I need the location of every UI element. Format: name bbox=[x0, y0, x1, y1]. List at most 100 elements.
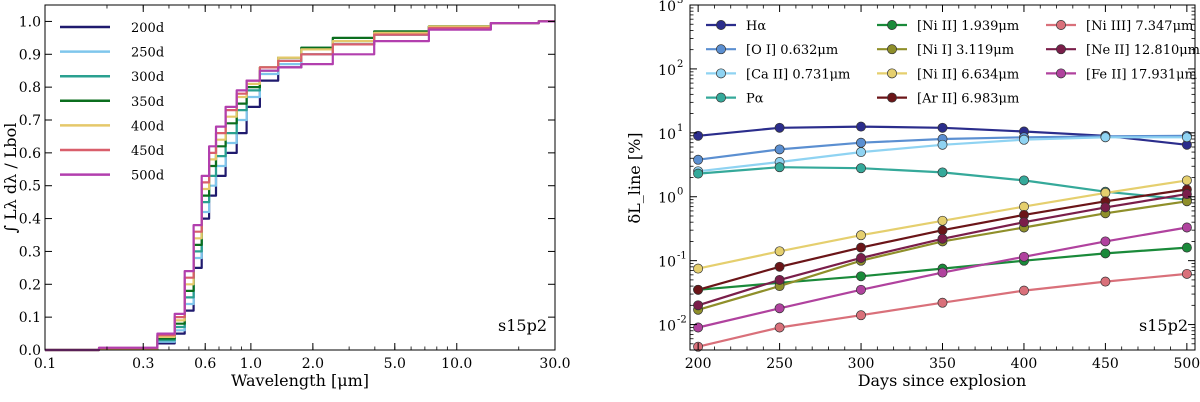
left-y-tick-label: 0.1 bbox=[19, 310, 41, 326]
right-series-point-[Ne II] 12.810μm bbox=[856, 253, 866, 263]
right-series-point-[Ni III] 7.347μm bbox=[774, 322, 785, 333]
right-series-point-[Ne II] 12.810μm bbox=[1181, 189, 1192, 200]
right-series-point-[Ar II] 6.983μm bbox=[937, 225, 948, 236]
right-legend-label: [Ni II] 6.634μm bbox=[917, 67, 1019, 82]
left-series-line-400d bbox=[45, 20, 555, 352]
right-series-point-[Fe II] 17.931μm bbox=[774, 303, 785, 314]
right-series-point-[Ni II] 1.939μm bbox=[856, 271, 866, 282]
right-series-point-Pα bbox=[937, 167, 948, 178]
left-y-axis-label: ∫ Lλ dλ / Lbol bbox=[1, 123, 20, 234]
right-y-tick-exponent: 2 bbox=[677, 59, 683, 70]
left-x-tick-label: 1.0 bbox=[240, 356, 262, 372]
left-y-tick-label: 0.0 bbox=[19, 343, 41, 359]
right-legend-marker bbox=[887, 44, 897, 55]
right-legend-marker bbox=[716, 92, 726, 103]
right-series-point-[Ca II] 0.731μm bbox=[937, 139, 948, 150]
left-legend: 200d 250d 300d 350d 400d 450d 500d bbox=[60, 21, 164, 184]
left-series-line-500d bbox=[45, 20, 555, 352]
right-y-tick-exponent: -2 bbox=[677, 315, 687, 326]
right-series-point-[Ni II] 6.634μm bbox=[937, 215, 948, 226]
left-x-tick-label: 0.1 bbox=[34, 356, 56, 372]
right-y-tick-exponent: -1 bbox=[677, 251, 687, 262]
right-legend-label: Pα bbox=[746, 92, 764, 107]
right-series-point-[Ni II] 6.634μm bbox=[1181, 175, 1192, 186]
left-y-tick-label: 0.9 bbox=[19, 47, 41, 63]
right-legend-marker bbox=[887, 20, 897, 30]
right-series-point-[Ni III] 7.347μm bbox=[937, 297, 948, 308]
right-series-point-Hα bbox=[774, 122, 785, 133]
right-series-point-[Ni III] 7.347μm bbox=[1100, 276, 1111, 287]
left-series-line-450d bbox=[45, 20, 555, 352]
right-legend-label: [Ni II] 1.939μm bbox=[917, 19, 1019, 34]
left-x-axis-label: Wavelength [μm] bbox=[231, 371, 369, 390]
right-series-point-[Ne II] 12.810μm bbox=[1019, 217, 1029, 228]
right-legend-label: [Ne II] 12.810μm bbox=[1086, 43, 1200, 58]
right-series-point-[Fe II] 17.931μm bbox=[1181, 222, 1192, 233]
right-legend-marker bbox=[716, 68, 726, 79]
left-axes-frame bbox=[44, 4, 556, 351]
right-legend-marker bbox=[716, 44, 726, 55]
right-series-point-[O I] 0.632μm bbox=[693, 154, 704, 165]
right-series-point-[Ni II] 6.634μm bbox=[693, 263, 704, 274]
right-legend-marker bbox=[887, 92, 897, 103]
right-series-point-[Ar II] 6.983μm bbox=[856, 242, 866, 253]
right-x-tick-label: 500 bbox=[1173, 356, 1200, 372]
left-series-line-200d bbox=[45, 20, 555, 352]
right-series-point-[Ne II] 12.810μm bbox=[937, 233, 948, 244]
right-legend-label: [Fe II] 17.931μm bbox=[1086, 67, 1197, 82]
left-ticks-layer: 0.1 0.3 0.6 1.0 2.0 5.0 10.0 30.00.00.10.20.30.… bbox=[19, 5, 571, 372]
right-y-tick-label: 10 bbox=[658, 0, 676, 15]
left-series-line-300d bbox=[45, 20, 555, 352]
left-x-tick-label: 2.0 bbox=[302, 356, 324, 372]
right-series-point-[Fe II] 17.931μm bbox=[1100, 236, 1111, 247]
right-series-point-[O I] 0.632μm bbox=[856, 137, 866, 148]
left-x-tick-label: 0.3 bbox=[132, 356, 154, 372]
left-x-tick-label: 30.0 bbox=[539, 356, 570, 372]
right-series-point-Pα bbox=[693, 168, 704, 179]
right-legend: Hα [O I] 0.632μm [Ca II] 0.731μm Pα [Ni II] … bbox=[706, 19, 1200, 107]
right-series-point-[Ar II] 6.983μm bbox=[774, 261, 785, 272]
right-series-point-[Ni II] 1.939μm bbox=[1181, 242, 1192, 253]
left-series-layer bbox=[45, 20, 555, 352]
right-legend-marker bbox=[1056, 68, 1066, 79]
left-panel: 0.1 0.3 0.6 1.0 2.0 5.0 10.0 30.00.00.10.20.30.… bbox=[1, 4, 571, 390]
left-y-tick-label: 0.6 bbox=[19, 146, 41, 162]
left-legend-label: 300d bbox=[131, 70, 164, 85]
right-x-tick-label: 250 bbox=[766, 356, 793, 372]
right-y-tick-label: 10 bbox=[658, 63, 676, 79]
left-x-tick-label: 10.0 bbox=[441, 356, 472, 372]
right-y-tick-label: 10 bbox=[658, 127, 676, 143]
left-x-tick-label: 5.0 bbox=[384, 356, 406, 372]
right-legend-label: [Ni I] 3.119μm bbox=[917, 43, 1014, 58]
right-series-point-[Ni III] 7.347μm bbox=[1181, 268, 1192, 279]
right-x-tick-label: 450 bbox=[1092, 356, 1119, 372]
left-y-tick-label: 0.8 bbox=[19, 80, 41, 96]
right-x-tick-label: 350 bbox=[929, 356, 956, 372]
right-series-point-[Ni II] 1.939μm bbox=[1100, 248, 1111, 259]
right-series-point-[Ca II] 0.731μm bbox=[1100, 132, 1111, 143]
left-legend-label: 200d bbox=[131, 21, 164, 36]
right-model-annotation: s15p2 bbox=[1139, 316, 1188, 335]
right-series-point-[O I] 0.632μm bbox=[774, 144, 785, 155]
right-series-point-[Ca II] 0.731μm bbox=[1019, 134, 1029, 145]
right-series-point-[Ni II] 6.634μm bbox=[1019, 201, 1029, 212]
right-y-tick-exponent: 1 bbox=[677, 123, 683, 134]
right-y-tick-label: 10 bbox=[658, 191, 676, 207]
right-series-point-[Fe II] 17.931μm bbox=[1019, 251, 1029, 262]
right-y-tick-label: 10 bbox=[658, 319, 676, 335]
left-legend-label: 350d bbox=[131, 95, 164, 110]
right-series-point-[Fe II] 17.931μm bbox=[937, 267, 948, 278]
right-series-point-[Fe II] 17.931μm bbox=[856, 284, 866, 295]
right-legend-marker bbox=[716, 20, 726, 30]
left-series-line-250d bbox=[45, 20, 555, 352]
right-series-point-[Ne II] 12.810μm bbox=[1100, 202, 1111, 213]
right-x-tick-label: 300 bbox=[848, 356, 875, 372]
right-legend-label: Hα bbox=[746, 19, 766, 34]
right-series-point-[Ni III] 7.347μm bbox=[1019, 285, 1029, 296]
left-legend-label: 450d bbox=[131, 144, 164, 159]
right-y-tick-exponent: 3 bbox=[677, 0, 683, 6]
left-x-tick-label: 0.6 bbox=[194, 356, 216, 372]
left-y-tick-label: 0.2 bbox=[19, 277, 41, 293]
left-series-line-350d bbox=[45, 20, 555, 352]
